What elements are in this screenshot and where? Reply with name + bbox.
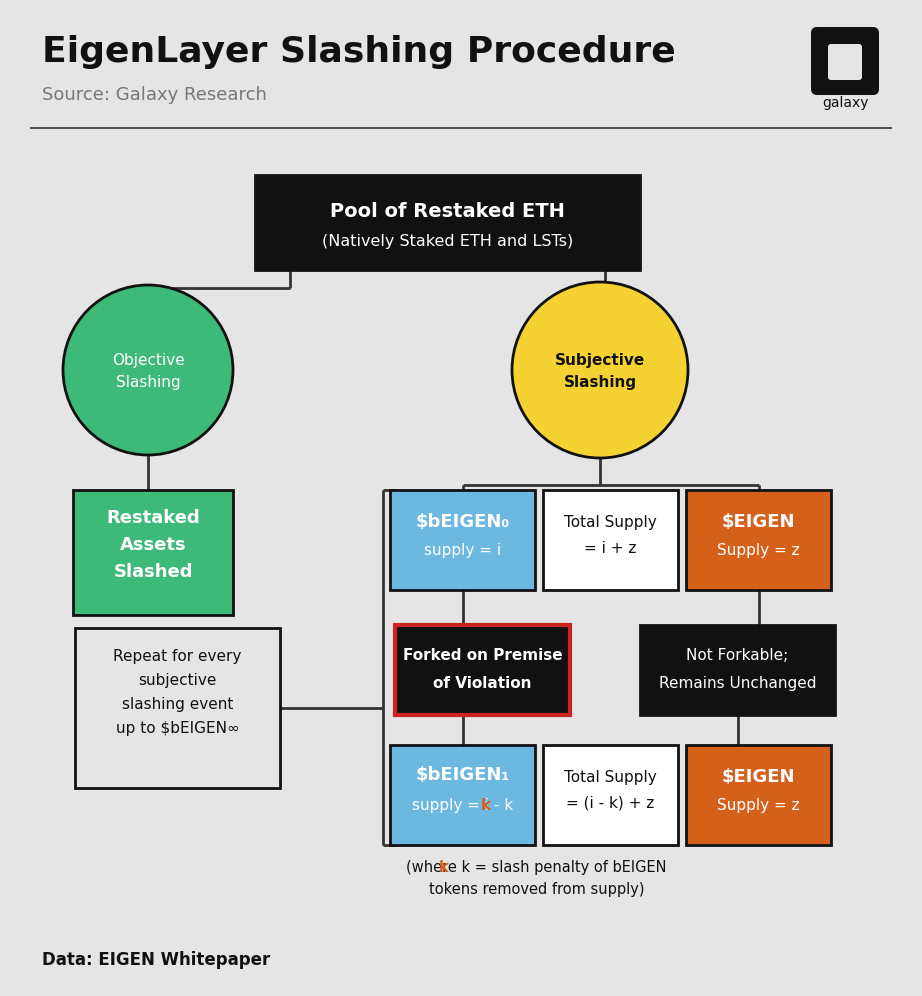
Text: Total Supply: Total Supply (564, 770, 656, 785)
FancyBboxPatch shape (543, 490, 678, 590)
Text: Assets: Assets (120, 536, 186, 554)
Text: tokens removed from supply): tokens removed from supply) (429, 881, 644, 896)
FancyBboxPatch shape (390, 745, 535, 845)
FancyBboxPatch shape (73, 490, 233, 615)
Text: galaxy: galaxy (822, 96, 869, 110)
Text: supply = i - k: supply = i - k (412, 798, 514, 813)
Text: $EIGEN: $EIGEN (722, 768, 796, 786)
Text: Objective: Objective (112, 353, 184, 368)
FancyBboxPatch shape (75, 628, 280, 788)
Text: Supply = z: Supply = z (717, 798, 799, 813)
Text: up to $bEIGEN∞: up to $bEIGEN∞ (115, 720, 240, 735)
Text: Supply = z: Supply = z (717, 543, 799, 558)
Text: $bEIGEN₁: $bEIGEN₁ (416, 766, 510, 784)
Text: Source: Galaxy Research: Source: Galaxy Research (42, 86, 266, 104)
FancyBboxPatch shape (811, 27, 879, 95)
FancyBboxPatch shape (543, 745, 678, 845)
Text: Not Forkable;: Not Forkable; (686, 647, 788, 662)
FancyBboxPatch shape (686, 745, 831, 845)
Text: k: k (439, 860, 448, 874)
Text: Subjective: Subjective (555, 353, 645, 368)
Text: = (i - k) + z: = (i - k) + z (566, 796, 655, 811)
FancyBboxPatch shape (390, 490, 535, 590)
Text: subjective: subjective (138, 672, 217, 687)
Text: Slashing: Slashing (115, 374, 181, 389)
Ellipse shape (512, 282, 688, 458)
FancyBboxPatch shape (686, 490, 831, 590)
Text: (Natively Staked ETH and LSTs): (Natively Staked ETH and LSTs) (322, 233, 573, 248)
Ellipse shape (63, 285, 233, 455)
Text: k: k (481, 798, 490, 813)
Text: of Violation: of Violation (433, 675, 532, 690)
Text: = i + z: = i + z (585, 541, 637, 556)
Text: Remains Unchanged: Remains Unchanged (658, 675, 816, 690)
Text: supply = i: supply = i (424, 543, 501, 558)
Text: Repeat for every: Repeat for every (113, 648, 242, 663)
Text: $bEIGEN₀: $bEIGEN₀ (416, 513, 510, 531)
FancyBboxPatch shape (640, 625, 835, 715)
Text: Pool of Restaked ETH: Pool of Restaked ETH (330, 201, 565, 220)
FancyBboxPatch shape (828, 44, 862, 80)
Text: Forked on Premise: Forked on Premise (403, 647, 562, 662)
Text: $EIGEN: $EIGEN (722, 513, 796, 531)
Text: Restaked: Restaked (106, 509, 200, 527)
FancyBboxPatch shape (395, 625, 570, 715)
Text: slashing event: slashing event (122, 696, 233, 711)
Text: k: k (480, 798, 491, 813)
Text: EigenLayer Slashing Procedure: EigenLayer Slashing Procedure (42, 35, 676, 69)
Text: Total Supply: Total Supply (564, 515, 656, 530)
Text: Data: EIGEN Whitepaper: Data: EIGEN Whitepaper (42, 951, 270, 969)
Text: Slashing: Slashing (563, 374, 636, 389)
FancyBboxPatch shape (255, 175, 640, 270)
Text: Slashed: Slashed (113, 563, 193, 581)
Text: (where k = slash penalty of bEIGEN: (where k = slash penalty of bEIGEN (407, 860, 667, 874)
